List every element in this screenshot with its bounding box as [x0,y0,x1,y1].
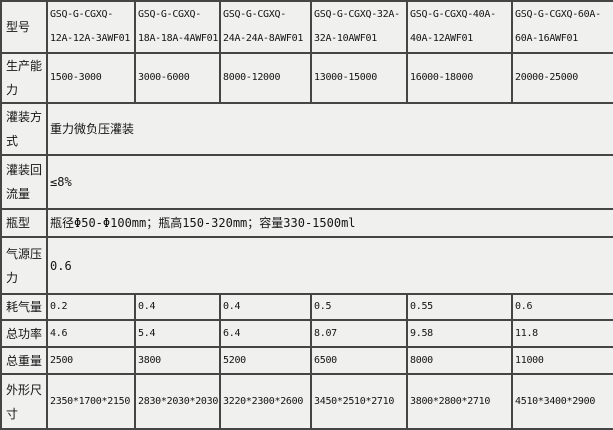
total-power-cell: 9.58 [406,319,513,348]
table-row-bottle-type: 瓶型 瓶径Φ50-Φ100mm；瓶高150-320mm；容量330-1500ml [0,208,613,238]
model-cell: GSQ-G-CGXQ-40A- 40A-12AWF01 [406,0,513,54]
row-label-total-power: 总功率 [0,319,48,348]
capacity-cell: 16000-18000 [406,52,513,104]
filling-method-cell: 重力微负压灌装 [46,102,613,156]
table-row-capacity: 生产能力 1500-3000 3000-6000 8000-12000 1300… [0,52,613,104]
capacity-cell: 3000-6000 [134,52,221,104]
table-row-air-pressure: 气源压力 0.6 [0,236,613,295]
table-row-total-weight: 总重量 2500 3800 5200 6500 8000 11000 [0,346,613,375]
total-weight-cell: 8000 [406,346,513,375]
total-power-cell: 8.07 [310,319,408,348]
dimensions-cell: 4510*3400*2900 [511,373,613,430]
table-row-air-consumption: 耗气量 0.2 0.4 0.4 0.5 0.55 0.6 [0,293,613,321]
row-label-air-consumption: 耗气量 [0,293,48,321]
table-row-model: 型号 GSQ-G-CGXQ- 12A-12A-3AWF01 GSQ-G-CGXQ… [0,0,613,54]
dimensions-cell: 2350*1700*2150 [46,373,136,430]
total-weight-cell: 6500 [310,346,408,375]
table-row-reflux: 灌装回流量 ≤8% [0,154,613,210]
air-consumption-cell: 0.6 [511,293,613,321]
total-power-cell: 11.8 [511,319,613,348]
row-label-bottle-type: 瓶型 [0,208,48,238]
total-power-cell: 6.4 [219,319,312,348]
air-pressure-cell: 0.6 [46,236,613,295]
row-label-dimensions: 外形尺寸 [0,373,48,430]
table-row-dimensions: 外形尺寸 2350*1700*2150 2830*2030*2030 3220*… [0,373,613,430]
row-label-model: 型号 [0,0,48,54]
model-cell: GSQ-G-CGXQ-60A- 60A-16AWF01 [511,0,613,54]
capacity-cell: 20000-25000 [511,52,613,104]
row-label-reflux: 灌装回流量 [0,154,48,210]
total-power-cell: 5.4 [134,319,221,348]
capacity-cell: 13000-15000 [310,52,408,104]
capacity-cell: 1500-3000 [46,52,136,104]
dimensions-cell: 3800*2800*2710 [406,373,513,430]
capacity-cell: 8000-12000 [219,52,312,104]
model-cell: GSQ-G-CGXQ- 24A-24A-8AWF01 [219,0,312,54]
dimensions-cell: 3220*2300*2600 [219,373,312,430]
model-cell: GSQ-G-CGXQ- 18A-18A-4AWF01 [134,0,221,54]
air-consumption-cell: 0.5 [310,293,408,321]
dimensions-cell: 2830*2030*2030 [134,373,221,430]
row-label-total-weight: 总重量 [0,346,48,375]
row-label-filling-method: 灌装方式 [0,102,48,156]
bottle-type-cell: 瓶径Φ50-Φ100mm；瓶高150-320mm；容量330-1500ml [46,208,613,238]
model-cell: GSQ-G-CGXQ-32A- 32A-10AWF01 [310,0,408,54]
row-label-capacity: 生产能力 [0,52,48,104]
air-consumption-cell: 0.55 [406,293,513,321]
total-weight-cell: 11000 [511,346,613,375]
reflux-cell: ≤8% [46,154,613,210]
total-weight-cell: 2500 [46,346,136,375]
air-consumption-cell: 0.2 [46,293,136,321]
total-weight-cell: 5200 [219,346,312,375]
total-weight-cell: 3800 [134,346,221,375]
table-row-filling-method: 灌装方式 重力微负压灌装 [0,102,613,156]
model-cell: GSQ-G-CGXQ- 12A-12A-3AWF01 [46,0,136,54]
total-power-cell: 4.6 [46,319,136,348]
table-row-total-power: 总功率 4.6 5.4 6.4 8.07 9.58 11.8 [0,319,613,348]
row-label-air-pressure: 气源压力 [0,236,48,295]
dimensions-cell: 3450*2510*2710 [310,373,408,430]
air-consumption-cell: 0.4 [134,293,221,321]
air-consumption-cell: 0.4 [219,293,312,321]
